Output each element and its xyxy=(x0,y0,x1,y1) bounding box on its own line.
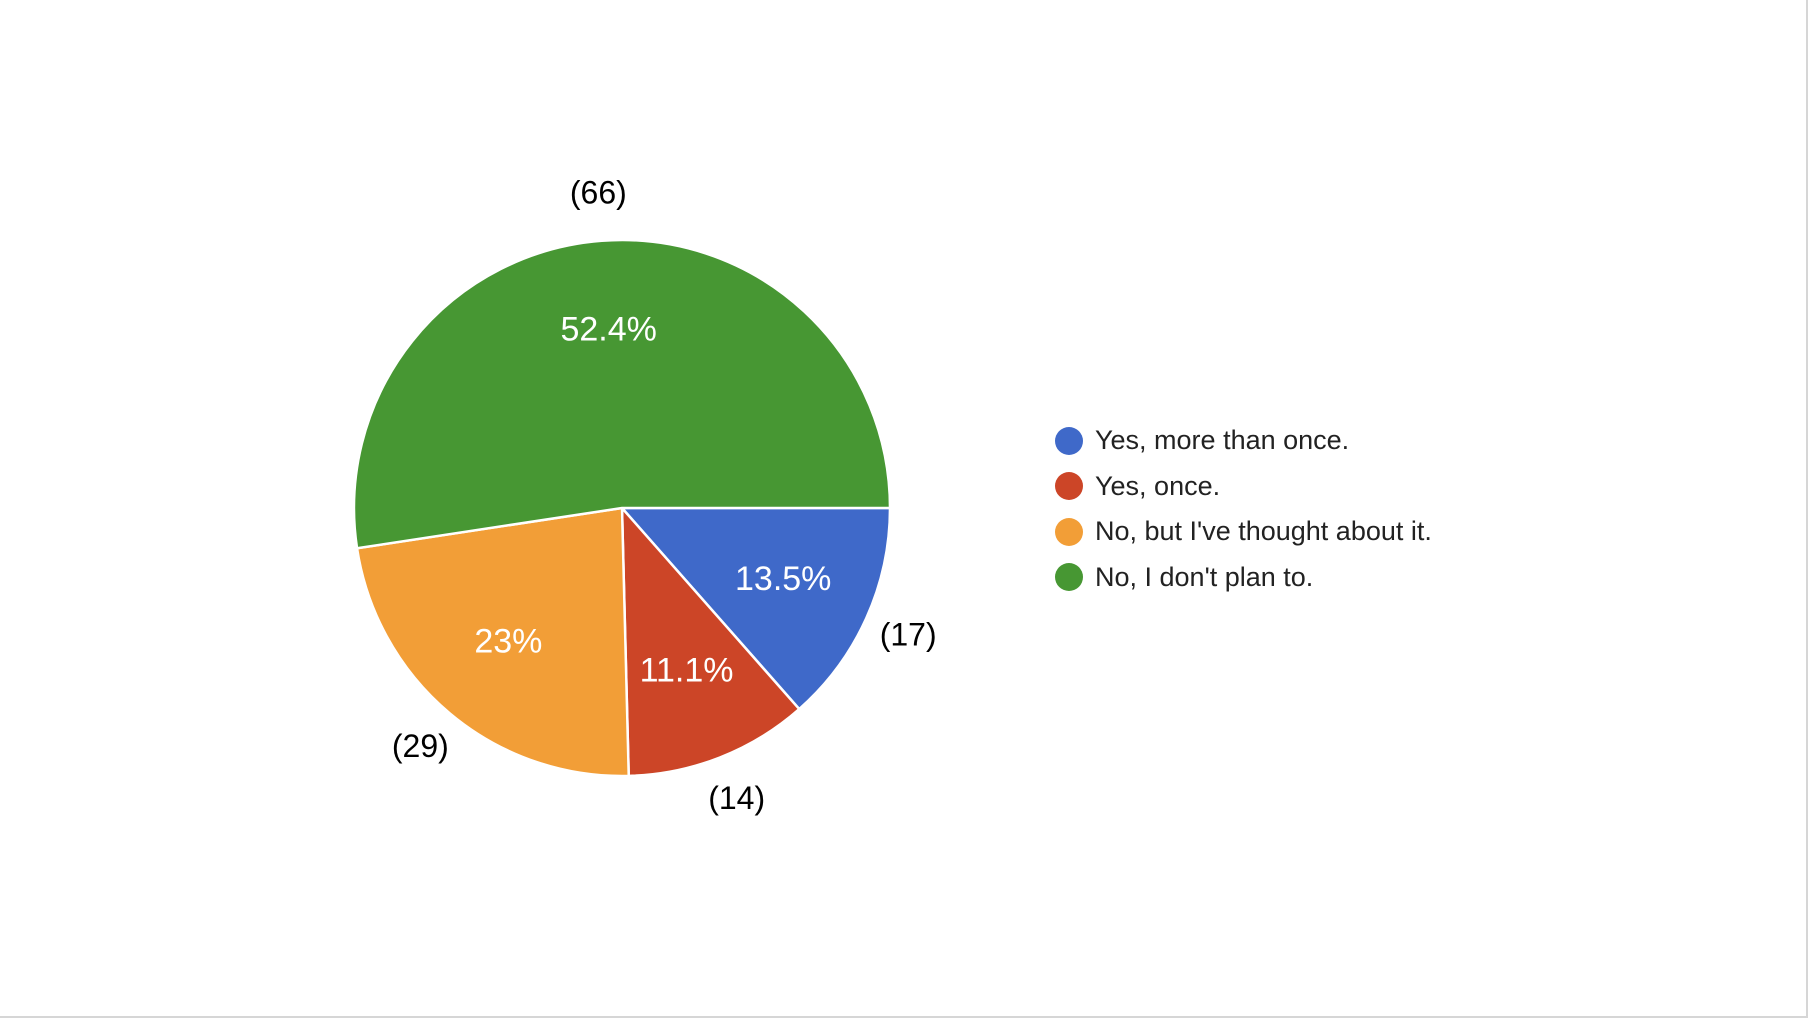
legend-label: Yes, once. xyxy=(1095,470,1221,501)
pie-slice-yes-more-than-once[interactable] xyxy=(620,506,892,711)
legend-swatch-icon xyxy=(1055,517,1083,546)
count-label: (66) xyxy=(570,174,627,210)
legend-label: No, but I've thought about it. xyxy=(1095,516,1432,547)
percent-label: 23% xyxy=(474,623,542,661)
count-label: (29) xyxy=(392,728,449,764)
percent-label: 52.4% xyxy=(560,311,656,349)
legend-swatch-icon xyxy=(1055,563,1083,592)
legend-item-no-but-thought-about-it[interactable]: No, but I've thought about it. xyxy=(1055,509,1432,555)
percent-label: 11.1% xyxy=(640,652,734,690)
percent-label: 13.5% xyxy=(735,560,831,598)
legend-label: Yes, more than once. xyxy=(1095,425,1350,456)
legend-swatch-icon xyxy=(1055,472,1083,501)
legend-item-no-dont-plan-to[interactable]: No, I don't plan to. xyxy=(1055,555,1432,601)
legend: Yes, more than once. Yes, once. No, but … xyxy=(1055,418,1432,600)
legend-item-yes-once[interactable]: Yes, once. xyxy=(1055,464,1432,510)
count-label: (17) xyxy=(880,617,937,653)
pie-slice-no-i-don-t-plan-to[interactable] xyxy=(352,238,892,550)
percent-labels: 13.5% 11.1% 23% 52.4% xyxy=(474,311,831,690)
count-label: (14) xyxy=(708,780,765,816)
pie-slices xyxy=(352,238,892,778)
count-labels: (17) (14) (29) (66) xyxy=(392,174,937,815)
pie-slice-no-but-i-ve-thought-about-it[interactable] xyxy=(355,506,630,778)
legend-label: No, I don't plan to. xyxy=(1095,561,1314,592)
pie-slice-yes-once[interactable] xyxy=(620,506,801,778)
legend-item-yes-more-than-once[interactable]: Yes, more than once. xyxy=(1055,418,1432,464)
legend-swatch-icon xyxy=(1055,426,1083,455)
